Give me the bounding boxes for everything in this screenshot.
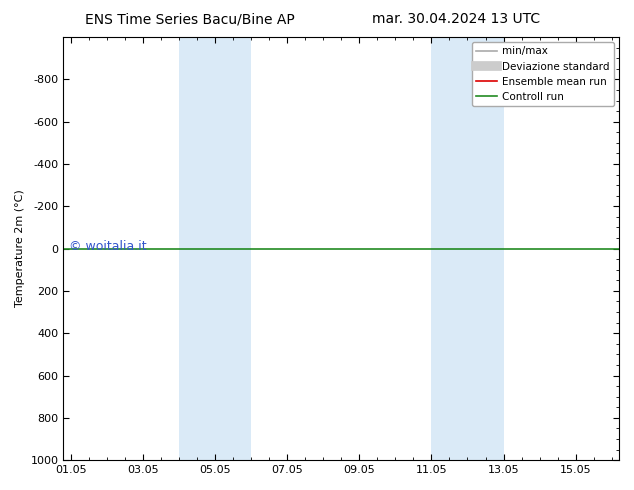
Text: © woitalia.it: © woitalia.it bbox=[69, 240, 146, 253]
Bar bbox=[179, 37, 251, 460]
Text: mar. 30.04.2024 13 UTC: mar. 30.04.2024 13 UTC bbox=[372, 12, 541, 26]
Text: ENS Time Series Bacu/Bine AP: ENS Time Series Bacu/Bine AP bbox=[86, 12, 295, 26]
Legend: min/max, Deviazione standard, Ensemble mean run, Controll run: min/max, Deviazione standard, Ensemble m… bbox=[472, 42, 614, 106]
Bar bbox=[431, 37, 503, 460]
Y-axis label: Temperature 2m (°C): Temperature 2m (°C) bbox=[15, 190, 25, 307]
